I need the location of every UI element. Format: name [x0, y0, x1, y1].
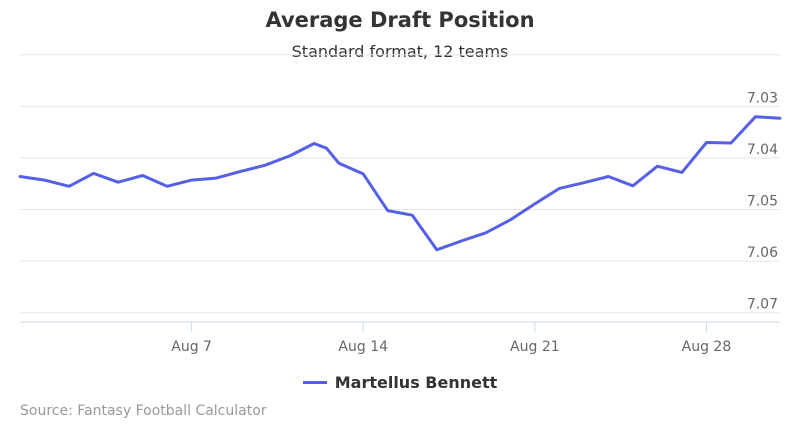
legend-line-swatch [302, 381, 327, 384]
x-tick-label: Aug 21 [510, 339, 560, 355]
x-tick-label: Aug 7 [171, 339, 212, 355]
y-tick-label: 7.05 [747, 194, 778, 210]
chart-title: Average Draft Position [265, 8, 535, 32]
x-tick-label: Aug 14 [338, 339, 388, 355]
y-tick-label: 7.04 [747, 142, 778, 158]
grid-lines [20, 54, 780, 314]
y-tick-label: 7.07 [747, 297, 778, 313]
series-layer [18, 115, 782, 252]
chart-subtitle: Standard format, 12 teams [291, 42, 509, 61]
y-axis-labels: 7.03 7.04 7.05 7.06 7.07 [747, 90, 778, 312]
y-tick-label: 7.03 [747, 90, 778, 106]
legend-item[interactable]: Martellus Bennett [302, 373, 498, 392]
chart-credits[interactable]: Source: Fantasy Football Calculator [20, 403, 267, 419]
series-line [18, 115, 782, 252]
x-tick-label: Aug 28 [682, 339, 732, 355]
legend: Martellus Bennett [0, 369, 800, 392]
legend-label: Martellus Bennett [334, 373, 498, 392]
y-tick-label: 7.06 [747, 245, 778, 261]
x-axis: Aug 7 Aug 14 Aug 21 Aug 28 [20, 321, 780, 355]
